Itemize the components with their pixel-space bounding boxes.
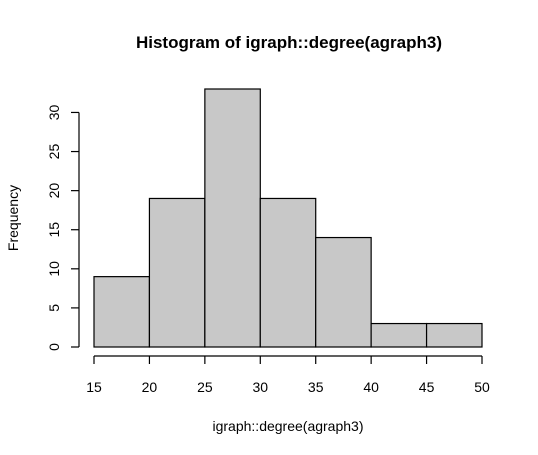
y-tick-label: 10 xyxy=(46,261,62,277)
x-tick-label: 15 xyxy=(86,379,102,395)
y-tick-label: 15 xyxy=(46,222,62,238)
histogram-bar-45-50 xyxy=(425,322,483,348)
x-tick-label: 20 xyxy=(142,379,158,395)
chart-title: Histogram of igraph::degree(agraph3) xyxy=(136,33,442,52)
y-axis-label: Frequency xyxy=(5,185,21,251)
y-tick-label: 0 xyxy=(46,343,62,351)
x-tick-label: 35 xyxy=(308,379,324,395)
histogram-bar-20-25 xyxy=(148,197,206,348)
bars-group xyxy=(93,88,483,348)
x-axis-label: igraph::degree(agraph3) xyxy=(213,418,364,434)
x-tick-label: 30 xyxy=(252,379,268,395)
histogram-bar-35-40 xyxy=(315,236,372,348)
histogram-bar-40-45 xyxy=(370,322,428,348)
y-axis: 0 5 10 15 20 25 30 xyxy=(46,104,80,351)
histogram-bar-15-20 xyxy=(93,276,151,348)
x-tick-label: 25 xyxy=(197,379,213,395)
x-tick-label: 50 xyxy=(474,379,490,395)
y-tick-label: 30 xyxy=(46,104,62,120)
x-tick-label: 40 xyxy=(363,379,379,395)
y-tick-label: 20 xyxy=(46,183,62,199)
x-tick-label: 45 xyxy=(419,379,435,395)
x-axis: 15 20 25 30 35 40 45 50 xyxy=(86,355,490,395)
histogram-bar-30-35 xyxy=(259,197,317,348)
y-tick-label: 5 xyxy=(46,304,62,312)
y-tick-label: 25 xyxy=(46,144,62,160)
histogram-bar-25-30 xyxy=(204,88,261,348)
